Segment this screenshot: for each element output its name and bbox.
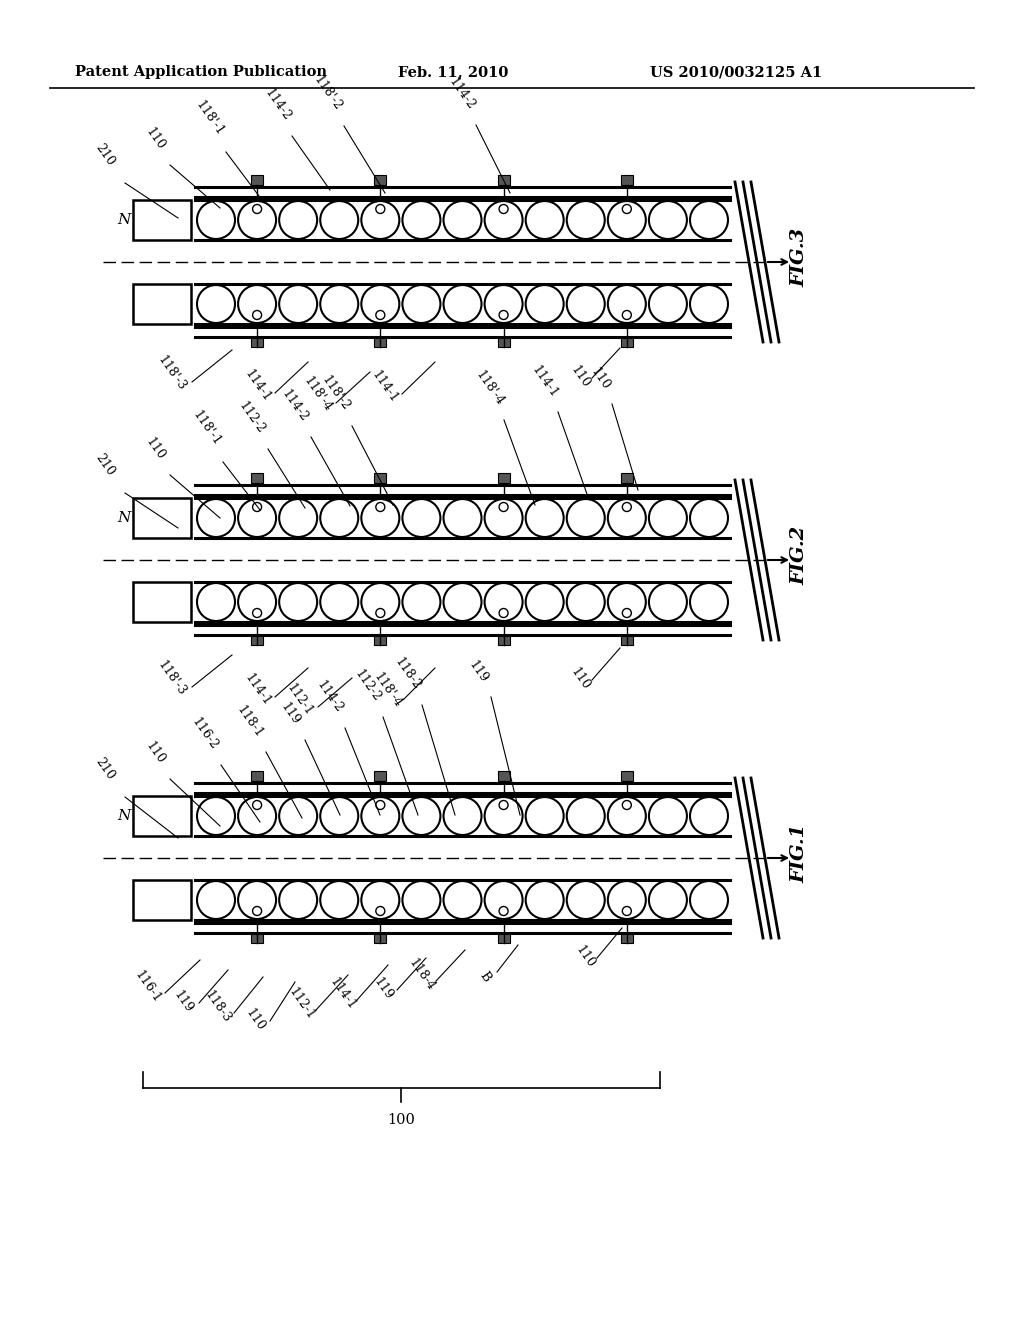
Text: 112-1: 112-1 xyxy=(287,985,317,1022)
Text: 118'-4: 118'-4 xyxy=(301,374,335,414)
Bar xyxy=(375,771,386,781)
Text: FIG.1: FIG.1 xyxy=(790,824,808,883)
Bar xyxy=(498,473,510,483)
Bar xyxy=(498,176,510,185)
Text: 114-1: 114-1 xyxy=(529,363,561,400)
Bar xyxy=(375,933,386,942)
Text: 114-2: 114-2 xyxy=(262,86,294,123)
Text: N: N xyxy=(117,213,130,227)
Text: 118'-1: 118'-1 xyxy=(194,98,226,139)
Text: 110: 110 xyxy=(567,363,592,389)
Text: 119: 119 xyxy=(171,987,196,1015)
Text: 110: 110 xyxy=(572,942,597,970)
Bar xyxy=(375,473,386,483)
Bar xyxy=(133,284,191,323)
Text: 114-1: 114-1 xyxy=(243,671,273,708)
Text: N: N xyxy=(117,809,130,822)
Text: 210: 210 xyxy=(93,755,117,781)
Text: 119: 119 xyxy=(278,700,302,727)
Bar xyxy=(251,176,263,185)
Text: 210: 210 xyxy=(93,451,117,478)
Bar xyxy=(133,498,191,539)
Text: 112-2: 112-2 xyxy=(352,667,384,704)
Text: 114-2: 114-2 xyxy=(280,387,310,424)
Text: Patent Application Publication: Patent Application Publication xyxy=(75,65,327,79)
Text: 110: 110 xyxy=(588,364,612,392)
Text: 112-2: 112-2 xyxy=(237,399,267,436)
Text: 118'-4: 118'-4 xyxy=(473,368,507,408)
Text: 114-2: 114-2 xyxy=(314,678,346,715)
Text: 118'-3: 118'-3 xyxy=(156,352,188,393)
Text: US 2010/0032125 A1: US 2010/0032125 A1 xyxy=(650,65,822,79)
Bar xyxy=(498,771,510,781)
Bar xyxy=(621,771,633,781)
Bar xyxy=(251,933,263,942)
Bar xyxy=(251,635,263,645)
Bar xyxy=(375,635,386,645)
Text: 114-1: 114-1 xyxy=(243,367,273,404)
Text: 118-2: 118-2 xyxy=(392,655,424,692)
Text: 118'-2: 118'-2 xyxy=(319,374,352,413)
Text: 118-4: 118-4 xyxy=(407,956,437,993)
Text: 112-1: 112-1 xyxy=(285,681,315,718)
Text: 119: 119 xyxy=(466,657,490,685)
Text: 114-1: 114-1 xyxy=(328,975,358,1012)
Text: 114-1: 114-1 xyxy=(370,368,400,405)
Bar xyxy=(133,582,191,622)
Bar xyxy=(621,635,633,645)
Bar xyxy=(621,337,633,347)
Text: B: B xyxy=(477,969,493,983)
Bar xyxy=(375,337,386,347)
Text: 118-1: 118-1 xyxy=(234,704,265,741)
Text: 110: 110 xyxy=(142,739,167,766)
Text: 118'-2: 118'-2 xyxy=(311,73,345,114)
Bar xyxy=(251,771,263,781)
Text: 100: 100 xyxy=(387,1113,415,1127)
Bar xyxy=(375,176,386,185)
Text: 116-1: 116-1 xyxy=(132,968,164,1005)
Text: N: N xyxy=(117,511,130,525)
Bar xyxy=(498,635,510,645)
Bar xyxy=(498,933,510,942)
Bar xyxy=(133,880,191,920)
Text: 110: 110 xyxy=(243,1006,267,1034)
Bar xyxy=(251,337,263,347)
Text: 110: 110 xyxy=(142,434,167,462)
Text: 118'-4: 118'-4 xyxy=(372,671,404,710)
Text: Feb. 11, 2010: Feb. 11, 2010 xyxy=(398,65,508,79)
Bar xyxy=(621,933,633,942)
Text: FIG.2: FIG.2 xyxy=(790,525,808,585)
Text: 116-2: 116-2 xyxy=(189,715,220,752)
Text: 114-2: 114-2 xyxy=(446,75,477,112)
Text: 110: 110 xyxy=(142,125,167,152)
Text: 110: 110 xyxy=(567,665,592,692)
Text: 119: 119 xyxy=(371,975,395,1002)
Bar xyxy=(621,473,633,483)
Text: 210: 210 xyxy=(93,141,117,168)
Text: 118'-3: 118'-3 xyxy=(156,659,188,698)
Bar xyxy=(621,176,633,185)
Text: 118'-1: 118'-1 xyxy=(190,408,223,447)
Bar xyxy=(133,201,191,240)
Text: FIG.3: FIG.3 xyxy=(790,227,808,286)
Bar xyxy=(251,473,263,483)
Text: 118-3: 118-3 xyxy=(203,987,233,1026)
Bar xyxy=(498,337,510,347)
Bar xyxy=(133,796,191,836)
